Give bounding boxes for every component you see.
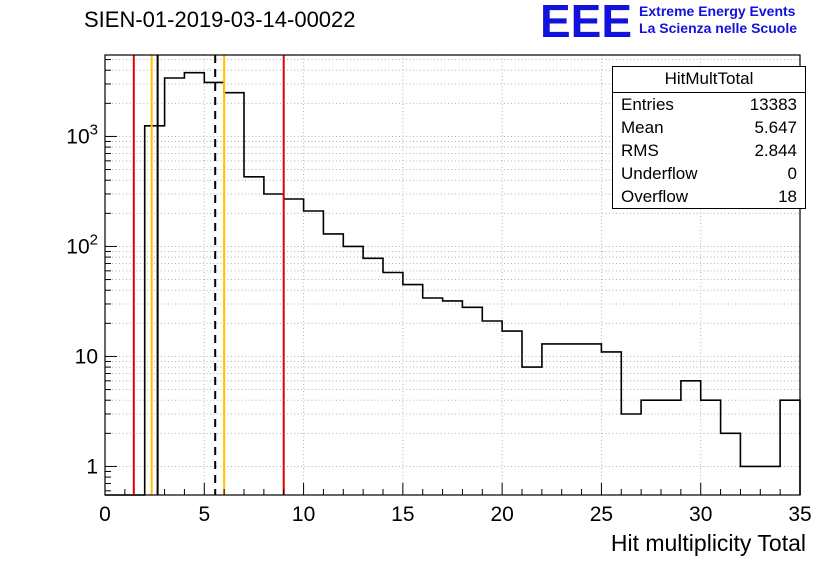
stat-label: Overflow <box>621 187 689 206</box>
x-tick-label: 25 <box>590 503 613 526</box>
x-tick-label: 30 <box>689 503 712 526</box>
stat-label: RMS <box>621 141 659 160</box>
x-tick-label: 0 <box>99 503 111 526</box>
stat-label: Entries <box>621 95 674 114</box>
stats-box-title: HitMultTotal <box>613 67 805 93</box>
stat-label: Underflow <box>621 164 698 183</box>
x-tick-label: 35 <box>788 503 811 526</box>
eee-logo-subtitles: Extreme Energy Events La Scienza nelle S… <box>639 0 797 37</box>
logo-subtitle-line2: La Scienza nelle Scuole <box>639 20 797 36</box>
logo-subtitle-line1: Extreme Energy Events <box>639 3 796 19</box>
eee-logo: EEE Extreme Energy Events La Scienza nel… <box>540 0 797 47</box>
stat-value: 5.647 <box>754 118 797 137</box>
stat-value: 2.844 <box>754 141 797 160</box>
eee-logo-text: EEE <box>540 0 633 47</box>
stats-row-underflow: Underflow 0 <box>613 162 805 185</box>
grid <box>105 55 800 495</box>
y-tick-label: 103 <box>66 121 98 148</box>
stats-row-mean: Mean 5.647 <box>613 116 805 139</box>
x-tick-label: 10 <box>292 503 315 526</box>
stats-rows: Entries 13383 Mean 5.647 RMS 2.844 Underflow 0 O… <box>613 93 805 208</box>
stat-label: Mean <box>621 118 664 137</box>
x-tick-label: 15 <box>391 503 414 526</box>
axis-frame <box>104 54 801 496</box>
stats-row-rms: RMS 2.844 <box>613 139 805 162</box>
stat-value: 13383 <box>749 95 797 114</box>
plot-title: SIEN-01-2019-03-14-00022 <box>84 7 356 32</box>
y-tick-label: 1 <box>86 455 98 478</box>
y-tick-label: 102 <box>66 231 98 258</box>
stats-row-entries: Entries 13383 <box>613 93 805 116</box>
stats-box: HitMultTotal Entries 13383 Mean 5.647 RMS 2.8… <box>612 66 806 209</box>
stat-value: 0 <box>787 164 797 183</box>
x-axis-title: Hit multiplicity Total <box>611 530 806 556</box>
x-tick-label: 5 <box>198 503 210 526</box>
stats-row-overflow: Overflow 18 <box>613 185 805 208</box>
stat-value: 18 <box>778 187 797 206</box>
x-tick-label: 20 <box>490 503 513 526</box>
y-tick-label: 10 <box>75 345 98 368</box>
